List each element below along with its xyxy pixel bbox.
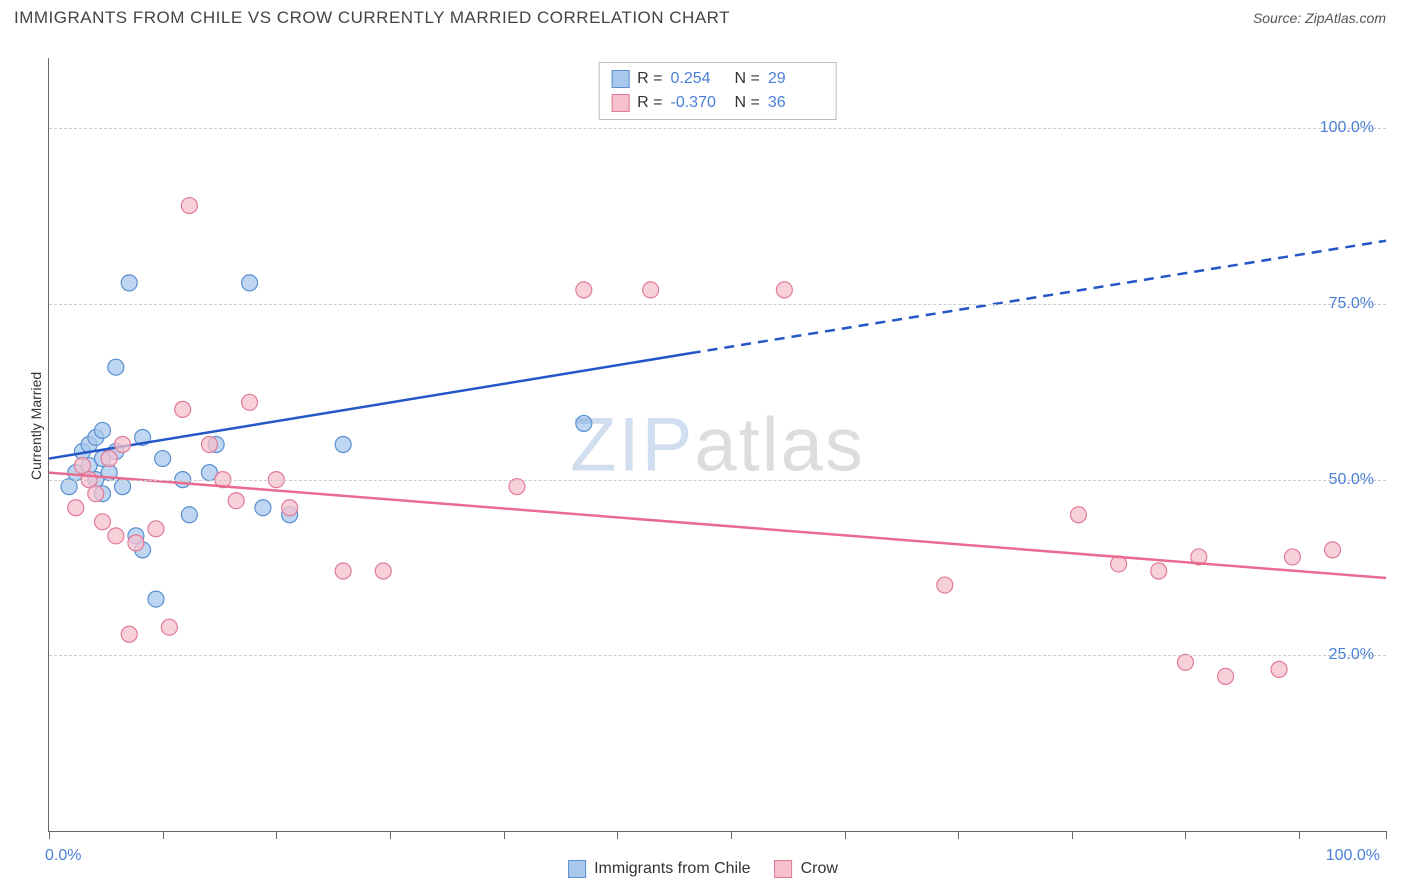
x-tick [845, 831, 846, 839]
data-point [121, 626, 137, 642]
x-tick [504, 831, 505, 839]
n-value: 36 [768, 91, 824, 115]
data-point [148, 521, 164, 537]
y-tick-label: 100.0% [1320, 119, 1374, 137]
data-point [375, 563, 391, 579]
data-point [1177, 654, 1193, 670]
x-tick [731, 831, 732, 839]
legend-swatch [775, 860, 793, 878]
x-tick-label: 0.0% [45, 847, 81, 865]
data-point [255, 500, 271, 516]
x-tick-label: 100.0% [1326, 847, 1380, 865]
data-point [509, 479, 525, 495]
data-point [101, 451, 117, 467]
chart-svg [49, 58, 1386, 831]
n-value: 29 [768, 67, 824, 91]
y-tick-label: 75.0% [1329, 295, 1374, 313]
data-point [115, 479, 131, 495]
gridline [49, 128, 1386, 129]
r-value: -0.370 [671, 91, 727, 115]
chart-source: Source: ZipAtlas.com [1253, 10, 1386, 26]
data-point [1218, 668, 1234, 684]
data-point [335, 437, 351, 453]
chart-title: IMMIGRANTS FROM CHILE VS CROW CURRENTLY … [14, 8, 730, 28]
legend-swatch [611, 94, 629, 112]
data-point [242, 275, 258, 291]
stats-box: R = 0.254 N = 29 R = -0.370 N = 36 [598, 62, 837, 120]
trend-line [49, 353, 691, 458]
data-point [94, 514, 110, 530]
r-label: R = [637, 67, 662, 91]
plot-area: ZIPatlas R =0.254N =29R =-0.370N =36 25.… [48, 58, 1386, 832]
x-tick [1185, 831, 1186, 839]
legend-item: Immigrants from Chile [568, 860, 750, 878]
data-point [181, 507, 197, 523]
x-tick [1072, 831, 1073, 839]
data-point [155, 451, 171, 467]
data-point [94, 422, 110, 438]
r-label: R = [637, 91, 662, 115]
x-tick [1386, 831, 1387, 839]
x-tick [617, 831, 618, 839]
y-tick-label: 25.0% [1329, 646, 1374, 664]
data-point [68, 500, 84, 516]
data-point [1271, 661, 1287, 677]
data-point [175, 401, 191, 417]
y-tick-label: 50.0% [1329, 471, 1374, 489]
y-axis-label: Currently Married [28, 372, 44, 480]
data-point [228, 493, 244, 509]
x-tick [163, 831, 164, 839]
data-point [1151, 563, 1167, 579]
data-point [937, 577, 953, 593]
stats-row: R = 0.254 N = 29 [611, 67, 824, 91]
data-point [282, 500, 298, 516]
data-point [643, 282, 659, 298]
data-point [108, 359, 124, 375]
x-tick [49, 831, 50, 839]
data-point [121, 275, 137, 291]
data-point [108, 528, 124, 544]
n-label: N = [735, 67, 760, 91]
data-point [88, 486, 104, 502]
data-point [128, 535, 144, 551]
data-point [161, 619, 177, 635]
x-tick [390, 831, 391, 839]
data-point [776, 282, 792, 298]
data-point [115, 437, 131, 453]
data-point [181, 198, 197, 214]
gridline [49, 655, 1386, 656]
gridline [49, 480, 1386, 481]
x-tick [958, 831, 959, 839]
stats-row: R = -0.370 N = 36 [611, 91, 824, 115]
data-point [148, 591, 164, 607]
x-tick [1299, 831, 1300, 839]
data-point [201, 437, 217, 453]
legend-label: Crow [801, 860, 838, 878]
trend-line [49, 473, 1386, 578]
gridline [49, 304, 1386, 305]
legend-item: Crow [775, 860, 838, 878]
data-point [576, 415, 592, 431]
data-point [1070, 507, 1086, 523]
trend-line-extrapolated [691, 241, 1386, 353]
data-point [1325, 542, 1341, 558]
data-point [1284, 549, 1300, 565]
chart-header: IMMIGRANTS FROM CHILE VS CROW CURRENTLY … [0, 0, 1406, 32]
r-value: 0.254 [671, 67, 727, 91]
x-tick [276, 831, 277, 839]
data-point [242, 394, 258, 410]
legend-swatch [611, 70, 629, 88]
data-point [335, 563, 351, 579]
data-point [576, 282, 592, 298]
bottom-legend: Immigrants from Chile Crow [568, 860, 838, 878]
legend-swatch [568, 860, 586, 878]
legend-label: Immigrants from Chile [594, 860, 750, 878]
n-label: N = [735, 91, 760, 115]
